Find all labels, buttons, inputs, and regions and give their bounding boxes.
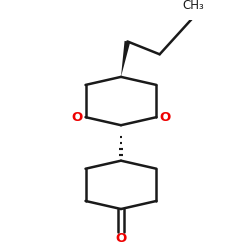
Polygon shape bbox=[121, 41, 130, 77]
Text: O: O bbox=[160, 111, 171, 124]
Text: O: O bbox=[115, 232, 126, 245]
Text: O: O bbox=[71, 111, 82, 124]
Text: CH₃: CH₃ bbox=[182, 0, 204, 12]
